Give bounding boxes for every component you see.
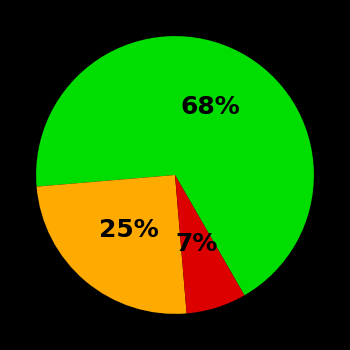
Text: 7%: 7% [175, 232, 218, 256]
Wedge shape [36, 36, 314, 295]
Text: 25%: 25% [98, 218, 158, 242]
Wedge shape [175, 175, 244, 313]
Text: 68%: 68% [181, 95, 240, 119]
Wedge shape [37, 175, 187, 314]
